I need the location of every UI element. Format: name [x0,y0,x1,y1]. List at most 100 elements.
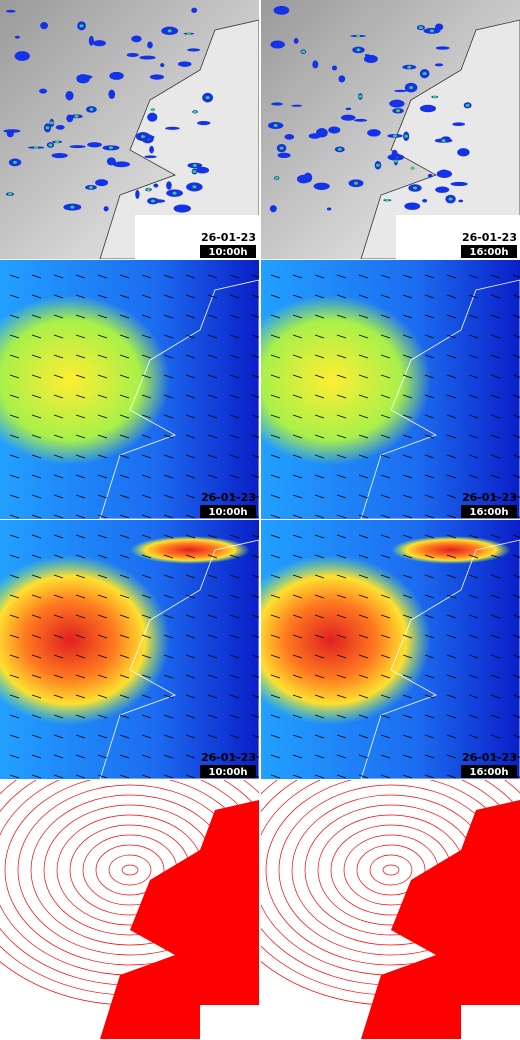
wind-arrow [141,734,152,739]
wind-arrow [229,754,240,759]
wind-arrow [207,334,218,339]
wind-arrow [270,534,281,539]
wind-arrow [229,734,240,739]
wind-arrow [141,454,152,459]
cloud-echo [440,169,448,176]
wind-arrow [185,754,196,759]
wind-arrow [119,674,130,679]
cloud-echo [165,126,180,130]
cloud-echo [195,166,210,174]
cloud-echo [435,46,450,50]
cloud-echo [312,60,319,69]
isobar [0,780,259,976]
wind-arrow [490,614,501,619]
panel-date: 26-01-23 [462,751,517,764]
wind-arrow [251,574,259,578]
cloud-echo [434,63,444,67]
wind-arrow [251,674,259,678]
wind-arrow [185,714,196,719]
wind-arrow [119,574,130,579]
wind-arrow [141,474,152,479]
wind-arrow [75,514,86,519]
land [99,19,259,259]
wind-arrow [314,694,325,699]
wind-arrow [270,394,281,399]
wind-arrow [97,494,108,499]
wind-arrow [468,454,479,459]
wind-arrow [207,454,218,459]
wind-arrow [141,314,152,319]
wind-arrow [251,634,259,638]
wind-arrow [358,354,369,359]
wind-arrow [270,514,281,519]
wind-arrow [446,274,457,279]
cloud-echo [160,63,165,68]
isobar [330,824,452,916]
cloud-echo-core [49,121,54,125]
wind-arrow [229,354,240,359]
wind-arrow [358,594,369,599]
wind-arrow [292,714,303,719]
wind-arrow [141,754,152,759]
wind-arrow [163,394,174,399]
wind-arrow [53,274,64,279]
wind-arrow [97,294,108,299]
cloud-echo [452,122,466,126]
wind-arrow [424,654,435,659]
wind-arrow [163,594,174,599]
wind-arrow [402,414,413,419]
wind-arrow [119,394,130,399]
wind-arrow [446,754,457,759]
time-box [200,245,256,258]
wind-arrow [336,494,347,499]
wind-arrow [512,694,520,698]
cloud-echo-core [88,185,93,189]
wind-arrow [9,574,20,579]
cloud-echo [277,152,291,159]
wind-arrow [75,494,86,499]
wind-arrow [468,314,479,319]
wind-arrow [468,494,479,499]
wind-arrow [270,654,281,659]
wind-arrow [31,634,42,639]
wind-arrow [229,374,240,379]
panel-time: 10:00h [209,247,248,258]
wind-arrow [292,274,303,279]
isobar [356,844,426,896]
wind-arrow [314,434,325,439]
wind-arrow [292,294,303,299]
wind-arrow [270,694,281,699]
wind-arrow [380,294,391,299]
wind-arrow [229,274,240,279]
wind-arrow [314,774,325,779]
wind-arrow [97,354,108,359]
cloud-echo [389,99,405,108]
wind-arrow [468,274,479,279]
cloud-echo-core [89,107,94,111]
cloud-echo-core [418,26,423,30]
wind-arrow [402,754,413,759]
wind-arrow [141,294,152,299]
isobar [108,854,152,886]
wind-arrow [292,534,303,539]
wind-arrow [292,434,303,439]
wind-arrow [446,694,457,699]
wind-arrow [119,514,130,519]
wind-arrow [446,434,457,439]
wind-arrow [207,614,218,619]
wind-arrow [358,434,369,439]
wind-arrow [380,754,391,759]
wind-arrow [185,614,196,619]
panel-date: 26-01-23 [201,491,256,504]
wind-arrow [9,534,20,539]
cloud-echo [5,9,16,13]
wind-arrow [336,654,347,659]
isobar [0,780,259,986]
map-panel [0,260,259,519]
no-data [200,1005,259,1039]
wind-arrow [446,734,457,739]
wind-arrow [380,474,391,479]
wind-arrow [97,314,108,319]
cloud-echo [364,54,378,64]
coastline [360,279,520,519]
